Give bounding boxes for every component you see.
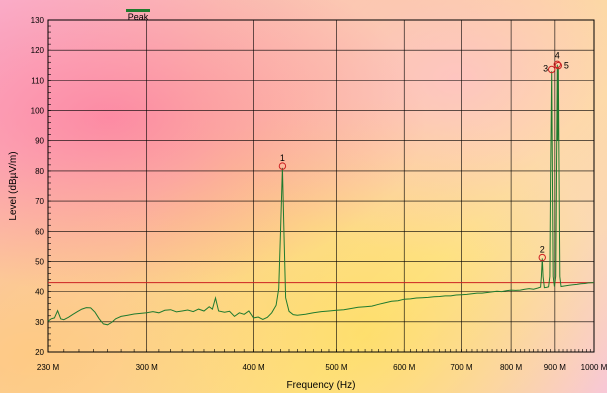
marker-5 [554, 61, 563, 70]
marker-3 [547, 65, 556, 74]
y-tick-label: 70 [35, 197, 44, 206]
y-tick-label: 90 [35, 137, 44, 146]
y-tick-label: 30 [35, 318, 44, 327]
series-line-peak [47, 64, 595, 326]
x-tick-label: 900 M [544, 363, 567, 372]
x-tick-label: 700 M [450, 363, 473, 372]
marker-1 [278, 162, 287, 170]
axis-ticks: 20 30 40 50 60 70 80 90 100 110 120 130 230 M 300 M 40… [31, 16, 607, 372]
marker-label-3: 3 [543, 63, 548, 73]
legend-swatch-peak [126, 9, 150, 12]
legend-label-peak: Peak [128, 12, 149, 22]
y-tick-label: 130 [31, 16, 45, 25]
marker-label-5: 5 [564, 61, 569, 71]
y-tick-label: 40 [35, 288, 44, 297]
x-tick-label: 500 M [325, 363, 348, 372]
y-tick-label: 50 [35, 257, 44, 266]
y-tick-label: 120 [31, 46, 45, 55]
legend: Peak [126, 9, 150, 22]
marker-4 [553, 60, 561, 69]
x-tick-label: 800 M [500, 363, 523, 372]
marker-2 [538, 253, 546, 262]
x-tick-label: 400 M [242, 363, 265, 372]
marker-label-1: 1 [280, 153, 285, 163]
y-tick-label: 110 [31, 76, 44, 85]
y-tick-label: 100 [31, 107, 45, 116]
y-axis-label: Level (dBµV/m) [8, 151, 19, 220]
marker-label-2: 2 [540, 245, 545, 255]
x-axis-label: Frequency (Hz) [287, 380, 356, 391]
y-tick-label: 60 [35, 227, 44, 236]
x-tick-label: 230 M [37, 363, 60, 372]
y-tick-label: 20 [35, 348, 44, 357]
grid [48, 20, 594, 352]
x-tick-label: 300 M [136, 363, 159, 372]
x-tick-label: 600 M [393, 363, 416, 372]
marker-label-4: 4 [555, 50, 560, 60]
markers: 1 2 345 [278, 50, 569, 262]
x-tick-label: 1000 M [581, 363, 607, 372]
y-tick-label: 80 [35, 167, 44, 176]
plot-area [47, 19, 595, 353]
